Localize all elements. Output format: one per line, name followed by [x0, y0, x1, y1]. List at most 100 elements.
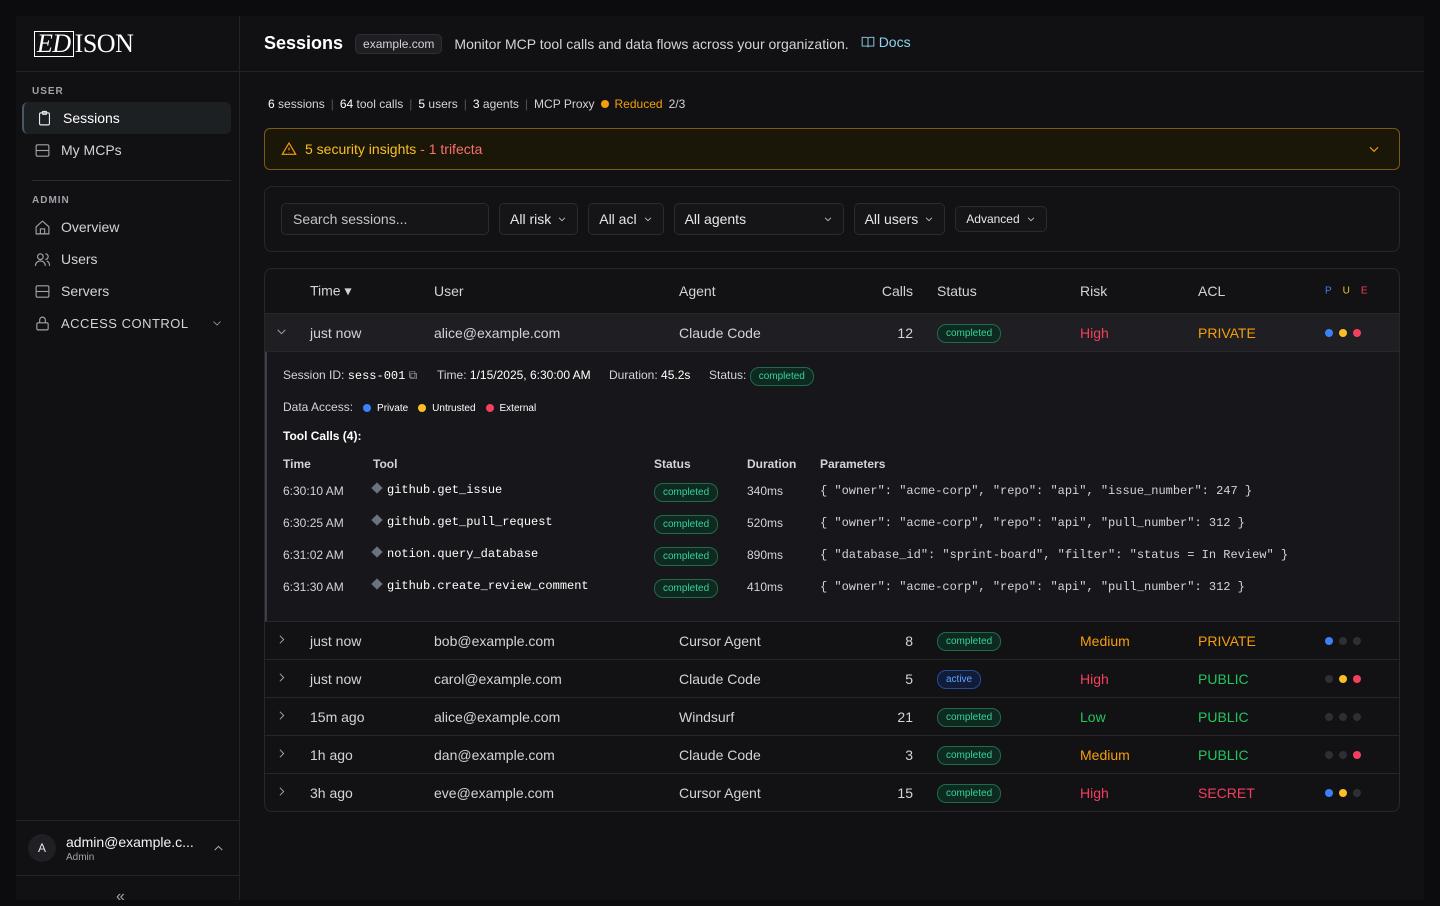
- users-filter[interactable]: All users: [853, 203, 946, 235]
- chevron-down-icon: [824, 217, 831, 222]
- user-cell: bob@example.com: [434, 632, 555, 649]
- insights-label: 5 security insights: [305, 141, 417, 157]
- copy-icon[interactable]: ⧉: [408, 368, 418, 382]
- tool-call-name: github.get_issue: [371, 482, 502, 497]
- domain-badge: example.com: [355, 33, 443, 54]
- tool-call-name: github.create_review_comment: [371, 578, 589, 593]
- table-row[interactable]: just now bob@example.com Cursor Agent 8 comp…: [265, 622, 1399, 660]
- app-window: ED ISON USER Sessions My MCPs ADMIN Overv…: [16, 16, 1424, 905]
- chevron-down-icon: [644, 217, 651, 222]
- expand-toggle[interactable]: [275, 785, 288, 801]
- tool-call-name: github.get_pull_request: [371, 514, 553, 529]
- status-cell: completed: [937, 323, 1002, 343]
- expand-toggle[interactable]: [275, 633, 288, 649]
- chevron-right-icon: [279, 634, 285, 644]
- tool-call-params: { "owner": "acme-corp", "repo": "api", "…: [820, 484, 1253, 498]
- acl-column-header: ACL: [1198, 283, 1226, 299]
- page-title: Sessions: [264, 33, 344, 53]
- session-duration: 45.2s: [661, 368, 691, 382]
- sidebar-item-servers[interactable]: Servers: [22, 275, 231, 307]
- data-access-dots: [1325, 328, 1361, 337]
- sessions-count: 6: [268, 97, 275, 111]
- session-status-row: Status: completed: [709, 367, 814, 386]
- book-icon: [861, 36, 874, 47]
- data-access-dot: [1339, 750, 1347, 759]
- chevron-down-icon: [277, 329, 286, 334]
- tool-call-tool: github.get_pull_request: [387, 515, 553, 529]
- collapse-sidebar-button[interactable]: «: [116, 888, 125, 905]
- docs-link[interactable]: Docs: [861, 34, 911, 50]
- session-duration-label: Duration:: [609, 368, 658, 382]
- user-menu[interactable]: A admin@example.c... Admin: [16, 820, 239, 876]
- data-access-dot: [1325, 712, 1333, 721]
- server-icon: [35, 284, 50, 298]
- risk-filter[interactable]: All risk: [499, 203, 579, 235]
- chevron-down-icon: [926, 217, 933, 222]
- agents-filter[interactable]: All agents: [673, 203, 844, 235]
- expand-toggle[interactable]: [275, 709, 288, 725]
- chevron-up-icon[interactable]: [212, 842, 225, 855]
- stats-summary: 6 sessions | 64 tool calls | 5 users | 3…: [268, 97, 686, 111]
- sidebar-item-access-control[interactable]: ACCESS CONTROL: [22, 307, 231, 339]
- data-access-dot: [1353, 674, 1361, 683]
- table-row[interactable]: 3h ago eve@example.com Cursor Agent 15 compl…: [265, 774, 1399, 811]
- status-cell: completed: [937, 783, 1002, 803]
- server-icon: [35, 143, 50, 157]
- expand-toggle[interactable]: [275, 671, 288, 687]
- tool-call-time: 6:31:30 AM: [283, 580, 344, 594]
- sidebar-item-label: ACCESS CONTROL: [61, 315, 189, 331]
- table-row[interactable]: just now carol@example.com Claude Code 5 act…: [265, 660, 1399, 698]
- acl-cell: PUBLIC: [1198, 746, 1249, 763]
- agent-cell: Windsurf: [679, 708, 735, 725]
- sidebar-item-label: My MCPs: [61, 142, 122, 158]
- sidebar-item-sessions[interactable]: Sessions: [22, 102, 231, 134]
- table-row[interactable]: just now alice@example.com Claude Code 12 co…: [265, 314, 1399, 352]
- admin-section-label: ADMIN: [32, 195, 70, 206]
- private-dot: [363, 404, 372, 412]
- user-cell: eve@example.com: [434, 784, 555, 801]
- data-access-dots: [1325, 674, 1361, 683]
- search-input[interactable]: [281, 203, 489, 235]
- agent-cell: Claude Code: [679, 324, 761, 341]
- calls-label: tool calls: [356, 97, 404, 111]
- tool-call-params: { "owner": "acme-corp", "repo": "api", "…: [820, 580, 1245, 594]
- risk-cell: High: [1080, 784, 1109, 801]
- logo[interactable]: ED ISON: [16, 16, 239, 72]
- session-detail-panel: Session ID: sess-001 ⧉ Time: 1/15/2025, 6…: [265, 352, 1399, 622]
- status-badge: completed: [654, 579, 719, 598]
- tool-calls-header-tool: Tool: [373, 457, 398, 471]
- sidebar-item-users[interactable]: Users: [22, 243, 231, 275]
- time-cell: 1h ago: [310, 746, 353, 763]
- status-badge: completed: [654, 547, 719, 566]
- expand-toggle[interactable]: [275, 747, 288, 763]
- sidebar-item-my-mcps[interactable]: My MCPs: [22, 134, 231, 166]
- table-row[interactable]: 15m ago alice@example.com Windsurf 21 comple…: [265, 698, 1399, 736]
- acl-cell: PRIVATE: [1198, 324, 1256, 341]
- chevron-down-icon[interactable]: [211, 317, 223, 329]
- advanced-filter-button[interactable]: Advanced: [955, 206, 1047, 232]
- proxy-state: Reduced: [614, 97, 663, 111]
- security-insights-banner[interactable]: 5 security insights - 1 trifecta: [264, 128, 1400, 170]
- sidebar-item-overview[interactable]: Overview: [22, 211, 231, 243]
- chevron-right-icon: [279, 710, 285, 720]
- tool-call-status: completed: [654, 547, 719, 566]
- expand-toggle[interactable]: [275, 325, 288, 341]
- proxy-status-dot: [600, 100, 609, 108]
- tool-calls-header-duration: Duration: [747, 457, 797, 471]
- table-row[interactable]: 1h ago dan@example.com Claude Code 3 complet…: [265, 736, 1399, 774]
- data-access-dot: [1339, 674, 1347, 683]
- session-time: 1/15/2025, 6:30:00 AM: [469, 368, 591, 382]
- home-icon: [35, 219, 50, 234]
- tool-call-status: completed: [654, 515, 719, 534]
- calls-column-header: Calls: [881, 283, 913, 299]
- acl-filter[interactable]: All acl: [588, 203, 664, 235]
- tool-call-tool: notion.query_database: [387, 547, 539, 561]
- filter-bar: All risk All acl All agents All users Ad…: [264, 186, 1400, 252]
- time-column-header[interactable]: Time ▾: [310, 282, 352, 299]
- chevron-down-icon[interactable]: [1367, 142, 1381, 156]
- agents-filter-label: All agents: [684, 211, 747, 227]
- data-access-dot: [1353, 712, 1361, 721]
- logo-text: ISON: [74, 28, 134, 58]
- status-badge: completed: [937, 707, 1002, 727]
- private-label: Private: [377, 403, 409, 414]
